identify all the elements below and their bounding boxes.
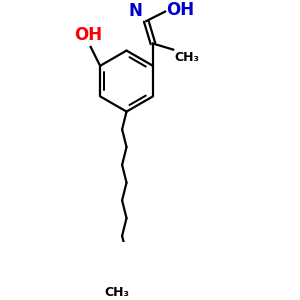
Text: OH: OH [74, 26, 102, 44]
Text: CH₃: CH₃ [105, 286, 130, 299]
Text: CH₃: CH₃ [174, 51, 200, 64]
Text: N: N [129, 2, 143, 20]
Text: OH: OH [166, 2, 194, 20]
